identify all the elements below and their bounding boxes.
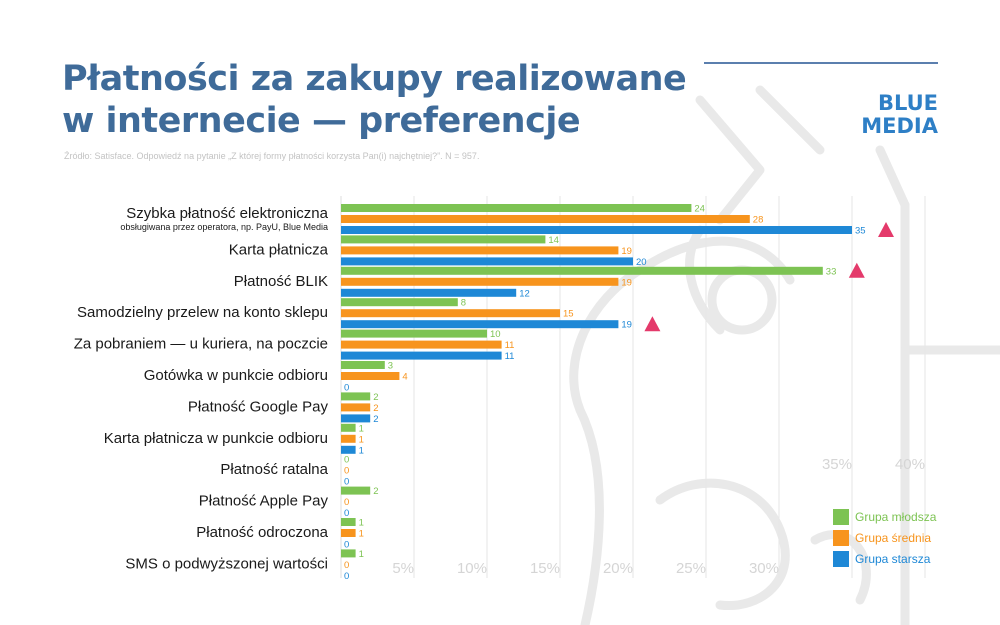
data-label: 19 (621, 320, 632, 331)
category-label: SMS o podwyższonej wartości (125, 555, 328, 572)
category-label: Gotówka w punkcie odbioru (144, 367, 328, 384)
legend-item: Grupa młodsza (833, 506, 936, 527)
bar (341, 518, 356, 526)
bar (341, 278, 618, 286)
x-tick-label: 35% (822, 456, 852, 473)
bar (341, 309, 560, 317)
data-label: 12 (519, 288, 530, 299)
x-tick-label: 40% (895, 456, 925, 473)
data-label: 24 (694, 204, 705, 215)
bar (341, 372, 399, 380)
category-label: Samodzielny przelew na konto sklepu (77, 304, 328, 321)
legend-swatch (833, 551, 849, 567)
data-label: 0 (344, 540, 349, 551)
category-label: Szybka płatność elektroniczna (126, 205, 328, 222)
category-label: Płatność Google Pay (188, 398, 329, 415)
x-tick-label: 5% (392, 560, 414, 577)
data-label: 1 (359, 518, 364, 529)
data-label: 19 (621, 246, 632, 257)
data-label: 1 (359, 529, 364, 540)
x-tick-label: 10% (457, 560, 487, 577)
data-label: 4 (402, 372, 407, 383)
category-label: Za pobraniem — u kuriera, na poczcie (74, 336, 328, 353)
data-label: 2 (373, 403, 378, 414)
legend-label: Grupa młodsza (855, 510, 936, 524)
bar (341, 330, 487, 338)
data-label: 0 (344, 571, 349, 582)
highlight-marker (878, 222, 894, 237)
legend-item: Grupa starsza (833, 548, 936, 569)
data-label: 0 (344, 497, 349, 508)
highlight-marker (644, 316, 660, 331)
bar (341, 487, 370, 495)
category-label: Karta płatnicza (229, 241, 329, 258)
legend-item: Grupa średnia (833, 527, 936, 548)
chart-legend: Grupa młodsza Grupa średnia Grupa starsza (833, 506, 936, 569)
bar (341, 424, 356, 432)
data-label: 0 (344, 508, 349, 519)
bar (341, 549, 356, 557)
category-label: Płatność Apple Pay (199, 493, 329, 510)
data-label: 10 (490, 329, 501, 340)
data-label: 0 (344, 560, 349, 571)
bar (341, 298, 458, 306)
bar (341, 435, 356, 443)
bar (341, 226, 852, 234)
bar (341, 403, 370, 411)
bar (341, 320, 618, 328)
data-label: 35 (855, 226, 866, 237)
bar (341, 257, 633, 265)
data-label: 2 (373, 392, 378, 403)
data-label: 0 (344, 477, 349, 488)
x-tick-label: 20% (603, 560, 633, 577)
bar (341, 414, 370, 422)
data-label: 0 (344, 455, 349, 466)
data-label: 2 (373, 486, 378, 497)
bar (341, 392, 370, 400)
data-label: 1 (359, 423, 364, 434)
highlight-marker (849, 263, 865, 278)
bar (341, 246, 618, 254)
data-label: 0 (344, 466, 349, 477)
category-label: Płatność BLIK (234, 273, 328, 290)
bar (341, 529, 356, 537)
data-label: 14 (548, 235, 559, 246)
data-label: 1 (359, 549, 364, 560)
category-label: Karta płatnicza w punkcie odbioru (104, 430, 328, 447)
data-label: 11 (505, 340, 515, 351)
data-label: 2 (373, 414, 378, 425)
category-label: Płatność odroczona (196, 524, 328, 541)
x-tick-label: 25% (676, 560, 706, 577)
data-label: 28 (753, 215, 764, 226)
bar (341, 267, 823, 275)
bar (341, 446, 356, 454)
category-label: Płatność ratalna (220, 461, 328, 478)
bar (341, 204, 691, 212)
legend-swatch (833, 509, 849, 525)
data-label: 11 (505, 351, 515, 362)
bar (341, 289, 516, 297)
bar (341, 235, 545, 243)
data-label: 8 (461, 298, 466, 309)
data-label: 1 (359, 445, 364, 456)
category-sublabel: obsługiwana przez operatora, np. PayU, B… (120, 222, 328, 232)
data-label: 3 (388, 361, 393, 372)
legend-label: Grupa średnia (855, 531, 931, 545)
data-label: 15 (563, 309, 574, 320)
data-label: 33 (826, 266, 837, 277)
bar (341, 341, 502, 349)
x-tick-label: 15% (530, 560, 560, 577)
legend-swatch (833, 530, 849, 546)
data-label: 1 (359, 434, 364, 445)
legend-label: Grupa starsza (855, 552, 930, 566)
bar (341, 361, 385, 369)
data-label: 20 (636, 257, 647, 268)
bar (341, 215, 750, 223)
bar (341, 352, 502, 360)
x-tick-label: 30% (749, 560, 779, 577)
data-label: 19 (621, 277, 632, 288)
data-label: 0 (344, 383, 349, 394)
